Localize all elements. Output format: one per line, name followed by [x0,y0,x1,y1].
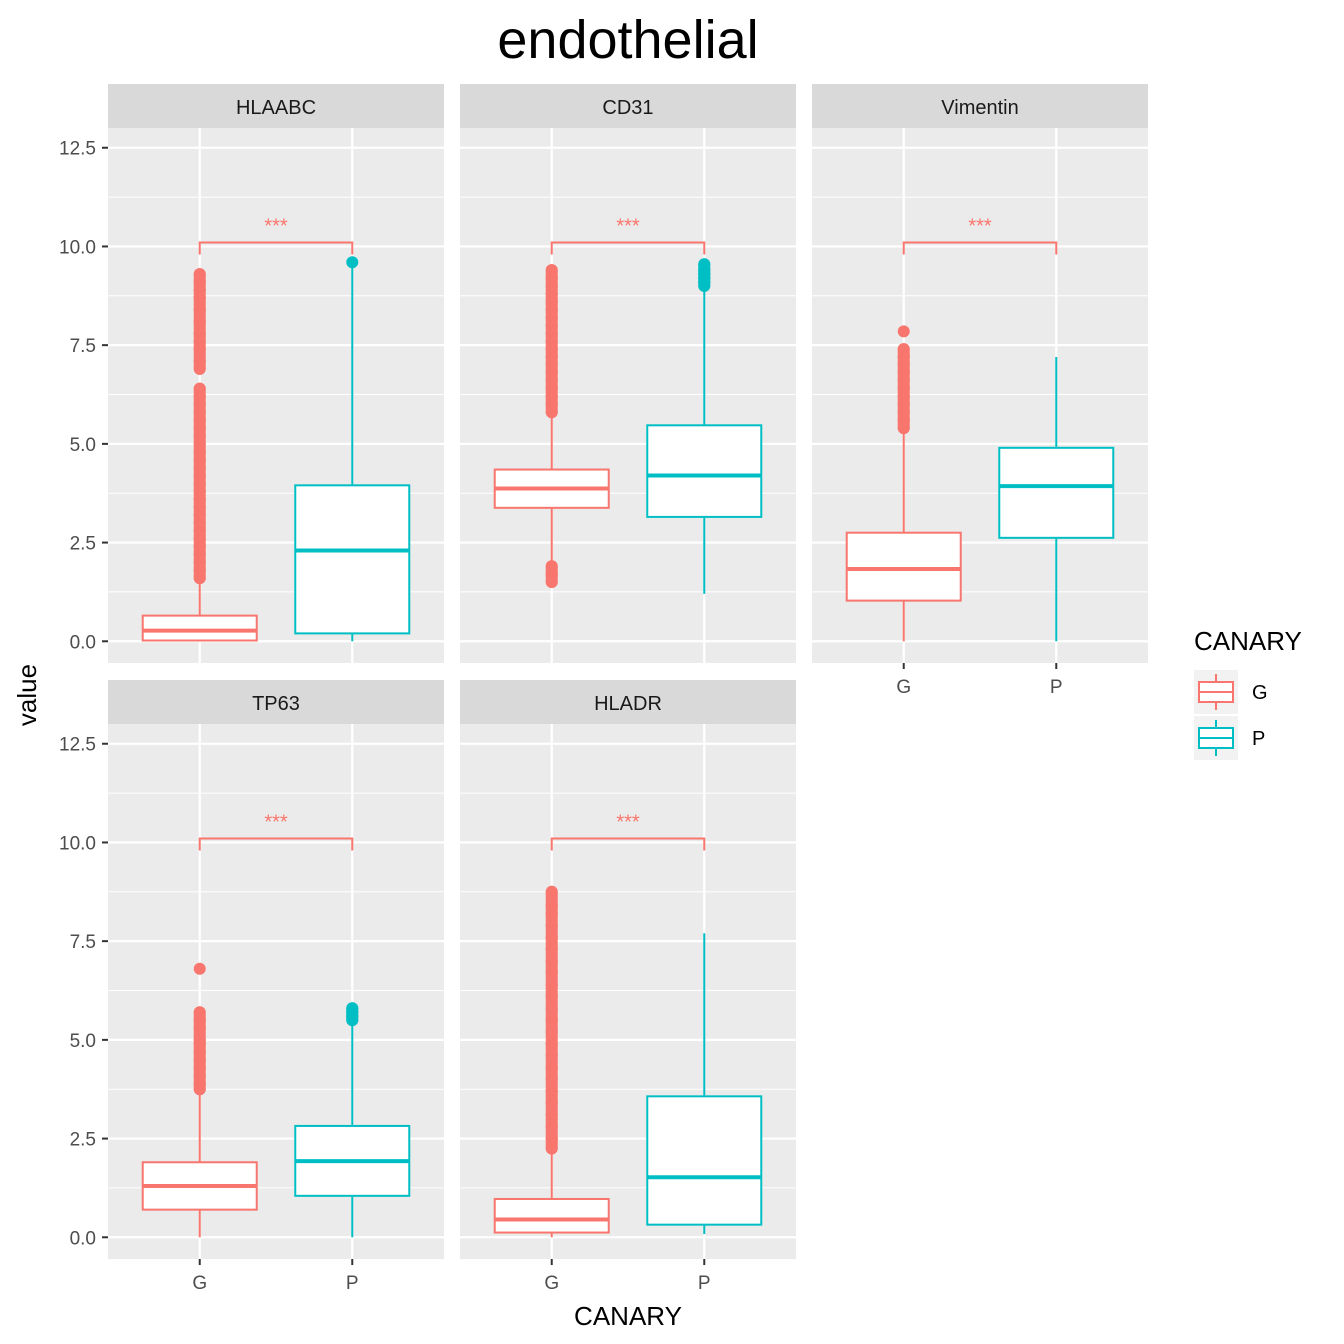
outlier-point [346,1002,359,1015]
y-tick-label: 2.5 [70,534,96,555]
facet-panel-tp63: TP63 *** 0.0 2.5 5.0 7.5 10.0 12.5 G P [59,680,444,1294]
significance-label: *** [968,216,992,238]
significance-bracket [198,837,354,851]
y-tick-label: 5.0 [70,435,96,456]
y-tick-label: 7.5 [70,932,96,953]
outlier-point [193,1006,206,1019]
significance-bracket [902,241,1058,255]
x-tick-label: G [192,1273,207,1294]
significance-bracket [550,837,706,851]
legend-label: P [1252,728,1265,750]
outlier-point [897,343,910,356]
strip-background [812,84,1148,128]
x-tick-label: G [896,677,911,698]
outlier-point [193,268,206,281]
box-p [294,1002,411,1238]
significance-label: *** [264,216,288,238]
significance-bracket [550,241,706,255]
significance-label: *** [264,812,288,834]
legend-label: G [1252,682,1268,704]
strip-background [460,84,796,128]
y-tick-label: 5.0 [70,1031,96,1052]
x-tick-label: P [698,1273,711,1294]
x-tick-label: P [346,1273,359,1294]
strip-background [108,680,444,724]
box-p [998,357,1115,642]
y-axis-title: value [12,664,42,726]
strip-label: TP63 [252,693,300,715]
strip-background [460,680,796,724]
box-body [493,1197,610,1234]
legend: CANARY G P [1194,626,1302,760]
box-g [493,264,610,589]
x-tick-label: P [1050,677,1063,698]
y-tick-label: 10.0 [59,833,96,854]
significance-bracket [198,241,354,255]
y-tick-label: 0.0 [70,632,96,653]
outlier-point [698,258,711,271]
strip-background [108,84,444,128]
box-body [141,614,258,642]
strip-label: Vimentin [941,97,1018,119]
panel-background [460,128,796,663]
outlier-point [545,560,558,573]
facet-panel-hlaabc: HLAABC *** 0.0 2.5 5.0 7.5 10.0 12.5 [59,84,444,663]
box-p [646,258,763,594]
legend-entry-p: P [1194,716,1265,760]
x-tick-label: G [544,1273,559,1294]
box-g [493,885,610,1238]
box-g [141,962,258,1238]
strip-label: HLADR [594,693,662,715]
box-body [294,484,411,635]
box-p [646,933,763,1235]
box-g [845,325,962,642]
y-tick-label: 2.5 [70,1130,96,1151]
significance-label: *** [616,216,640,238]
chart-title: endothelial [497,10,758,70]
strip-label: HLAABC [236,97,316,119]
box-g [141,268,258,642]
outlier-point [346,256,359,269]
outlier-point [193,382,206,395]
legend-title: CANARY [1194,626,1302,656]
box-body [845,531,962,602]
facet-panel-cd31: CD31 *** [460,84,796,663]
box-body [998,446,1115,539]
y-tick-label: 12.5 [59,139,96,160]
legend-entry-g: G [1194,670,1268,714]
outlier-point [545,264,558,277]
box-body [646,424,763,518]
facet-panels: HLAABC***0.02.55.07.510.012.5CD31***Vime… [59,84,1148,1294]
y-tick-label: 7.5 [70,336,96,357]
y-tick-label: 10.0 [59,237,96,258]
strip-label: CD31 [602,97,653,119]
outlier-point [193,962,206,975]
y-tick-label: 0.0 [70,1228,96,1249]
y-tick-label: 12.5 [59,735,96,756]
significance-label: *** [616,812,640,834]
facet-panel-hladr: HLADR *** G P [460,680,796,1294]
facet-panel-vimentin: Vimentin *** G P [812,84,1148,698]
x-axis-title: CANARY [574,1301,682,1331]
outlier-point [897,325,910,338]
outlier-point [545,885,558,898]
box-p [294,256,411,642]
box-body [646,1095,763,1226]
